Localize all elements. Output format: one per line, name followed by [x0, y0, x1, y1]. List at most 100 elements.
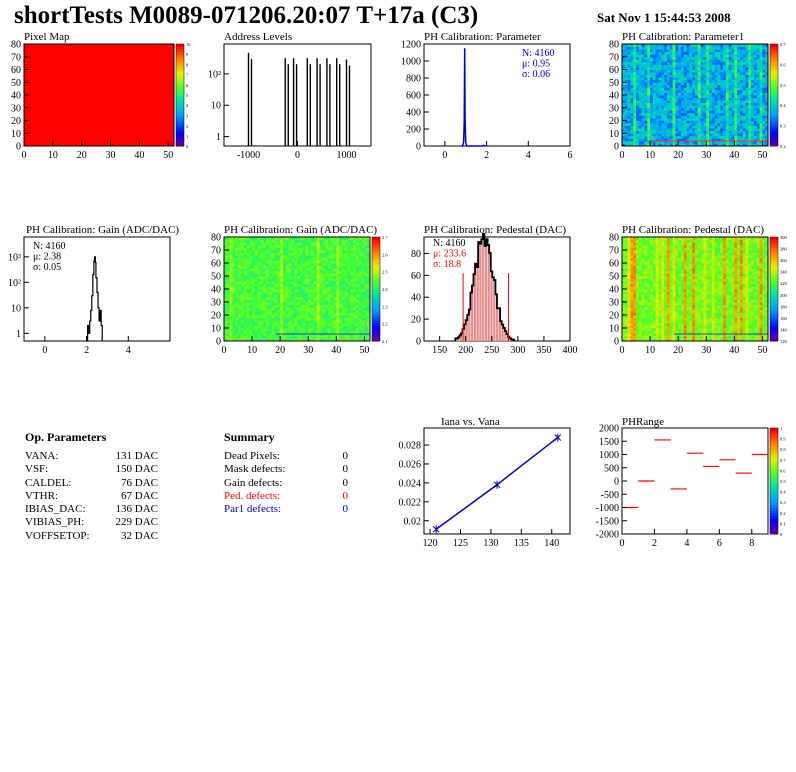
gain-map-cell — [319, 294, 323, 298]
ph-param1-cell — [737, 51, 741, 55]
ph-param1-cell — [658, 89, 662, 93]
ph-param1-cell — [745, 89, 749, 93]
ped-map-cell — [624, 260, 629, 264]
gain-map-cell — [311, 273, 315, 277]
gain-map-cell — [316, 244, 320, 248]
gain-map-cell — [224, 283, 228, 287]
ph-param1-cell — [745, 87, 749, 91]
ped-map-cell — [624, 250, 629, 253]
ph-param1-palette-label: 0.4 — [780, 103, 786, 108]
ph-param1-cell — [731, 138, 735, 142]
gain-map-cell — [224, 315, 228, 318]
ph-param1-cell — [728, 143, 732, 147]
gain-map-cell — [330, 244, 334, 248]
ph-param1-cell — [669, 110, 673, 114]
gain-map-xtick-label: 10 — [247, 345, 257, 356]
ph-param1-cell — [658, 49, 662, 53]
ph-param1-cell — [624, 51, 629, 55]
ph-param1-cell — [762, 138, 766, 142]
ped-map-cell — [644, 270, 648, 274]
gain-map-cell — [271, 242, 275, 246]
ph-param1-cell — [739, 66, 744, 70]
ped-map-cell — [644, 276, 648, 279]
ph-param1-cell — [756, 102, 760, 106]
gain-map-cell — [266, 247, 270, 251]
gain-map-cell — [330, 299, 334, 303]
gain-map-cell — [353, 283, 357, 287]
ped-map-cell — [641, 263, 645, 266]
ph-param1-cell — [725, 112, 730, 116]
ped-map-cell — [644, 338, 648, 342]
ph-param1-cell — [765, 79, 769, 83]
gain-map-cell — [268, 317, 273, 321]
gain-map-cell — [260, 289, 264, 292]
ph-param1-cell — [709, 49, 713, 53]
gain-map-cell — [297, 294, 301, 298]
gain-map-cell — [246, 335, 250, 339]
ph-param1-cell — [714, 100, 718, 104]
ph-param1-cell — [689, 59, 693, 63]
ph-param1-cell — [725, 72, 730, 75]
gain-map-cell — [291, 322, 295, 326]
ph-param1-cell — [695, 74, 699, 78]
ph-param1-cell — [728, 102, 732, 106]
gain-map-cell — [240, 244, 245, 248]
gain-map-cell — [339, 260, 343, 264]
ped-map-cell — [647, 278, 651, 282]
ph-param1-cell — [748, 105, 752, 109]
ph-param1-cell — [742, 110, 746, 114]
ph-param1-cell — [748, 66, 752, 70]
gain-map-cell — [285, 320, 289, 324]
ph-param1-cell — [630, 56, 634, 60]
gain-map-cell — [347, 239, 351, 243]
gain-map-cell — [271, 330, 275, 334]
ph-param1-cell — [709, 97, 713, 101]
gain-map-cell — [341, 328, 346, 331]
gain-map-cell — [364, 307, 368, 311]
gain-map-cell — [344, 307, 348, 311]
ped-map-cell — [624, 239, 629, 243]
ph-param1-cell — [661, 100, 665, 104]
ph-param1-cell — [756, 54, 760, 58]
ph-param1-cell — [739, 89, 744, 93]
gain-map-cell — [350, 273, 354, 277]
gain-map-palette-cell — [372, 283, 380, 287]
gain-map-cell — [285, 239, 289, 243]
ph-param1-cell — [728, 59, 732, 63]
gain-map-cell — [316, 312, 320, 316]
gain-map-cell — [229, 283, 233, 287]
ped-map-cell — [624, 322, 629, 326]
ph-param1-cell — [638, 46, 643, 50]
ph-param1-cell — [762, 120, 766, 124]
ped-map-cell — [630, 239, 634, 243]
ph-param1-cell — [627, 51, 631, 55]
gain-map-cell — [260, 322, 264, 326]
pixel-map-ytick-label: 20 — [11, 116, 21, 127]
ph-param1-cell — [762, 64, 766, 68]
gain-map-cell — [229, 255, 233, 259]
ph-param1-cell — [650, 59, 654, 63]
pixel-map-palette-cell — [176, 79, 184, 83]
gain-map-cell — [350, 242, 354, 246]
gain-map-cell — [341, 239, 346, 243]
gain-map-cell — [305, 255, 309, 259]
ped-map-cell — [638, 322, 643, 326]
gain-map-cell — [254, 322, 259, 326]
ph-param1-cell — [748, 77, 752, 81]
ph-param1-cell — [765, 59, 769, 63]
gain-map-cell — [358, 317, 362, 321]
ph-param1-cell — [703, 74, 707, 78]
ph-param1-cell — [666, 140, 671, 144]
gain-map-cell — [299, 260, 304, 264]
gain-map-palette-cell — [372, 322, 380, 326]
ped-map-cell — [633, 328, 637, 331]
ph-param1-cell — [737, 105, 741, 109]
gain-map-cell — [288, 333, 292, 337]
gain-map-cell — [327, 291, 332, 295]
gain-map-cell — [333, 325, 337, 329]
gain-map-cell — [325, 237, 329, 240]
ped-map-cell — [627, 315, 631, 318]
ph-param1-cell — [753, 44, 758, 47]
ph-param1-cell — [630, 115, 634, 119]
ph-param1-cell — [739, 125, 744, 129]
